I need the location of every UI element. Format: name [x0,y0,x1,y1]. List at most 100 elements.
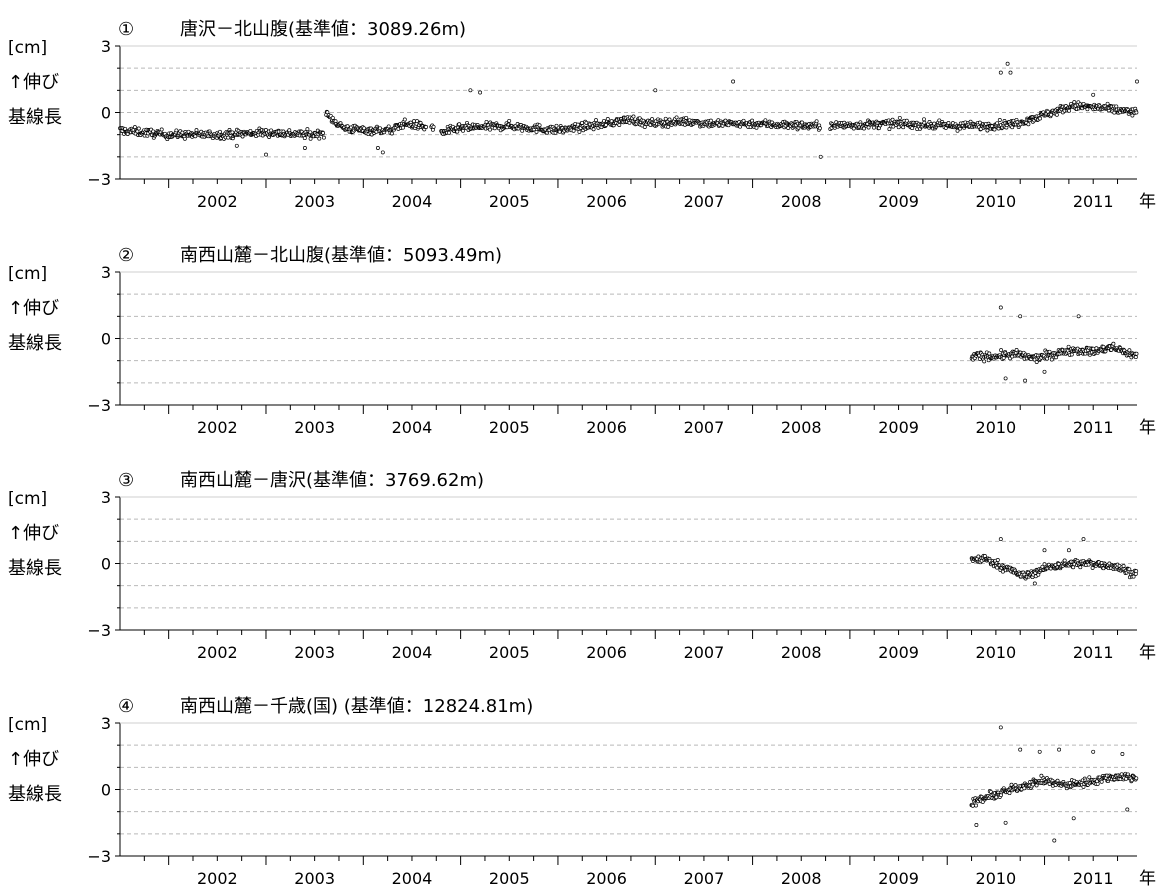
x-tick-label: 2007 [684,643,725,662]
data-point [1127,348,1132,353]
x-tick-label: 2006 [586,869,627,888]
data-point [1009,782,1014,787]
x-tick-label: 2002 [197,418,238,437]
x-unit-label: 年 [1139,869,1156,888]
data-point-outlier [1032,581,1037,586]
data-point [922,117,926,122]
data-point-outlier [1066,548,1071,553]
data-point-outlier [264,152,268,157]
panel-number: ④ [118,696,134,717]
x-tick-label: 2007 [684,192,725,211]
y-label-stretch: ↑伸び [8,72,59,93]
y-tick-label: 0 [101,330,111,349]
data-point-outlier [1135,79,1139,84]
data-point [321,135,326,140]
data-point [174,128,179,133]
data-point [631,114,636,119]
data-point [1095,781,1100,786]
data-point [642,125,647,129]
data-point [1069,352,1074,357]
panel-title: 南西山麓－唐沢(基準値：3769.62m) [180,470,484,491]
x-tick-label: 2008 [781,643,822,662]
data-point-outlier [302,146,307,150]
y-label-baseline: 基線長 [8,558,62,579]
panel-title: 唐沢－北山腹(基準値：3089.26m) [180,19,466,40]
data-point [580,120,584,125]
y-label-stretch: ↑伸び [8,523,59,544]
x-tick-label: 2009 [878,418,919,437]
data-point [571,128,576,133]
data-points [969,537,1139,586]
data-point [650,117,655,122]
data-point [218,129,222,134]
x-tick-label: 2003 [294,643,335,662]
x-tick-label: 2005 [489,643,530,662]
y-tick-label: −3 [87,621,111,640]
data-point [684,115,689,120]
data-point [457,122,462,127]
data-point [1067,108,1072,113]
data-point [1038,116,1042,121]
data-point [305,127,310,132]
data-point-outlier [375,146,380,150]
data-point [896,125,901,130]
data-point [402,117,407,122]
data-point [389,131,394,136]
data-point-outlier [998,537,1003,542]
data-point [330,115,335,120]
data-point [955,128,960,133]
x-tick-label: 2011 [1073,869,1114,888]
data-point [180,130,185,135]
x-tick-label: 2005 [489,418,530,437]
data-point [136,126,141,131]
data-point [534,129,539,134]
data-point [1134,110,1139,115]
x-tick-label: 2010 [976,869,1017,888]
data-point [554,123,559,128]
data-point-outlier [1003,820,1008,825]
panel-title: 南西山麓－千歳(国) (基準値：12824.81m) [180,696,533,717]
data-point-outlier [1091,92,1096,97]
data-point-outlier [731,79,736,84]
y-label-baseline: 基線長 [8,333,62,354]
data-point [1133,355,1138,360]
data-point [575,122,580,127]
data-point [891,124,896,129]
data-point [1111,341,1116,346]
data-point-outlier [1071,816,1076,821]
data-point [193,134,198,139]
y-tick-label: 0 [101,555,111,574]
data-point-outlier [1005,61,1010,66]
data-point [362,126,367,131]
data-points [969,305,1139,383]
data-point [605,117,610,121]
data-point-outlier [1018,314,1023,319]
data-point [970,803,975,808]
data-point [800,120,804,125]
data-point-outlier [468,88,473,93]
x-tick-label: 2009 [878,869,919,888]
x-tick-label: 2008 [781,418,822,437]
x-tick-label: 2004 [392,643,433,662]
data-point [617,123,622,127]
data-point [1013,783,1018,788]
data-point [1066,344,1071,349]
data-point [904,118,909,123]
data-point [1072,100,1077,105]
data-point [302,136,307,141]
x-tick-label: 2006 [586,643,627,662]
data-point-outlier [234,143,239,148]
data-point [817,126,822,131]
panel-number: ③ [118,470,134,491]
data-point [455,129,460,134]
data-point [1087,775,1092,780]
data-point [1114,104,1119,109]
data-point [754,125,759,130]
data-point-outlier [1037,749,1042,754]
data-point [1121,564,1126,568]
data-point [663,116,668,121]
data-point [667,117,672,122]
y-label-baseline: 基線長 [8,784,62,805]
data-point [594,118,598,123]
y-label-stretch: ↑伸び [8,298,59,319]
